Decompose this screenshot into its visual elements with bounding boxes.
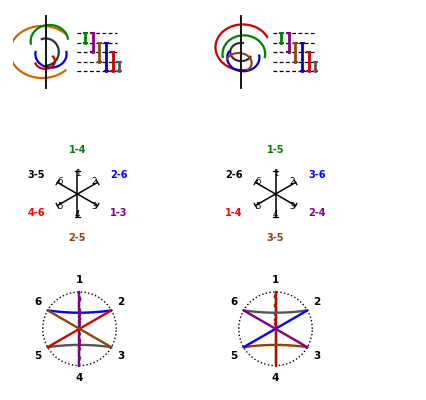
Text: 4: 4 <box>271 373 279 383</box>
Text: 3-6: 3-6 <box>308 170 325 180</box>
Text: 5: 5 <box>230 351 237 361</box>
Text: 2-6: 2-6 <box>225 170 242 180</box>
Text: 4-6: 4-6 <box>27 208 45 218</box>
Text: 5: 5 <box>34 351 41 361</box>
Text: 1-4: 1-4 <box>225 208 242 218</box>
Text: 3-5: 3-5 <box>27 170 45 180</box>
Text: 1: 1 <box>76 275 83 285</box>
Text: 2-4: 2-4 <box>308 208 325 218</box>
Text: 4: 4 <box>76 373 83 383</box>
Text: 5: 5 <box>58 202 63 211</box>
Text: 6: 6 <box>58 177 63 186</box>
Text: 3: 3 <box>313 351 320 361</box>
Text: 4: 4 <box>272 210 278 219</box>
Text: 6: 6 <box>230 297 237 307</box>
Text: 3: 3 <box>117 351 124 361</box>
Text: 2: 2 <box>117 297 124 307</box>
Text: 3: 3 <box>92 202 97 211</box>
Text: 1: 1 <box>271 275 279 285</box>
Text: 6: 6 <box>255 177 261 186</box>
Text: 2-5: 2-5 <box>69 233 86 243</box>
Text: 2: 2 <box>92 177 97 186</box>
Text: 1: 1 <box>272 168 278 178</box>
Text: 2: 2 <box>313 297 320 307</box>
Text: 2-6: 2-6 <box>110 170 127 180</box>
Text: 4: 4 <box>75 210 80 219</box>
Text: 1-3: 1-3 <box>110 208 127 218</box>
Text: 6: 6 <box>34 297 41 307</box>
Text: 5: 5 <box>255 202 261 211</box>
Text: 2: 2 <box>289 177 294 186</box>
Text: 1-5: 1-5 <box>266 145 284 155</box>
Text: 1-4: 1-4 <box>69 145 86 155</box>
Text: 3: 3 <box>289 202 294 211</box>
Text: 3-5: 3-5 <box>266 233 284 243</box>
Text: 1: 1 <box>75 168 80 178</box>
